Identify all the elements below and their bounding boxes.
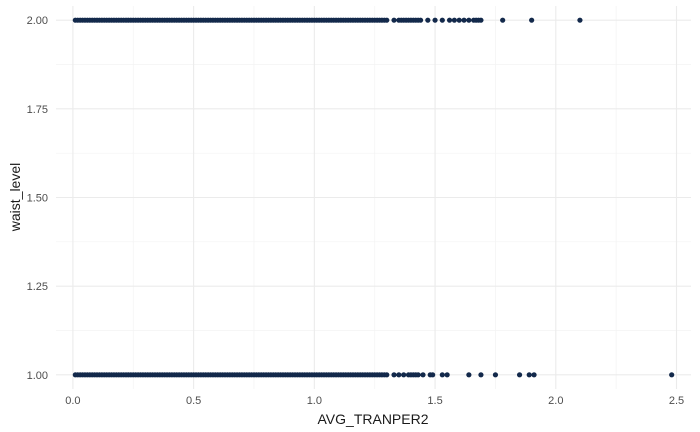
x-tick-label: 2.0 — [548, 395, 563, 407]
y-tick-label: 1.75 — [27, 104, 48, 116]
data-point — [516, 372, 523, 378]
y-tick-label: 1.00 — [27, 370, 48, 382]
data-point — [401, 372, 407, 378]
data-point — [439, 372, 445, 378]
data-point — [529, 17, 535, 23]
data-point — [391, 372, 397, 378]
y-tick-label: 2.00 — [27, 15, 48, 27]
x-axis-title: AVG_TRANPER2 — [318, 411, 429, 427]
x-tick-label: 0.5 — [186, 395, 201, 407]
x-tick-label: 1.5 — [427, 395, 442, 407]
data-point — [500, 17, 506, 23]
y-tick-label: 1.25 — [27, 281, 48, 293]
data-point — [396, 372, 402, 378]
data-point — [446, 17, 453, 23]
data-point — [466, 372, 472, 378]
data-point — [391, 17, 397, 23]
y-axis-ticks: 1.00 1.25 1.50 1.75 2.00 — [27, 15, 48, 382]
data-point — [384, 372, 390, 378]
data-point — [425, 17, 431, 23]
data-points — [72, 17, 675, 378]
data-point — [430, 372, 436, 378]
data-point — [577, 17, 583, 23]
data-point — [531, 372, 537, 378]
data-point — [478, 17, 484, 23]
grid — [56, 6, 691, 389]
y-tick-label: 1.50 — [27, 193, 48, 205]
data-point — [444, 372, 450, 378]
data-point — [526, 372, 532, 378]
data-point — [417, 17, 424, 23]
data-point — [451, 17, 457, 23]
data-point — [384, 17, 390, 23]
data-point — [456, 17, 462, 23]
x-tick-label: 1.0 — [307, 395, 322, 407]
data-point — [478, 372, 484, 378]
x-tick-label: 2.5 — [669, 395, 684, 407]
data-point — [420, 372, 426, 378]
data-point — [439, 17, 445, 23]
x-tick-label: 0.0 — [65, 395, 80, 407]
data-point — [492, 372, 499, 378]
data-point — [466, 17, 472, 23]
data-point — [669, 372, 675, 378]
data-point — [432, 17, 438, 23]
x-axis-ticks: 0.0 0.5 1.0 1.5 2.0 2.5 — [65, 395, 684, 407]
data-point — [415, 372, 421, 378]
data-point — [461, 17, 467, 23]
y-axis-title: waist_level — [7, 163, 23, 232]
